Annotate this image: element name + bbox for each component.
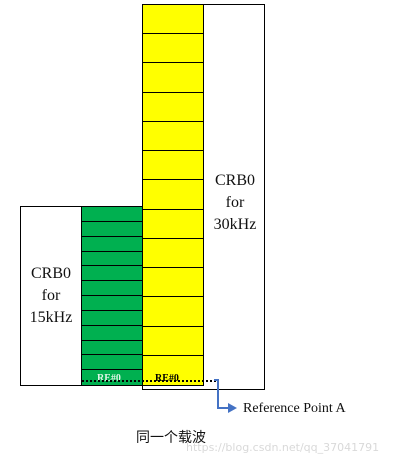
subcarrier-cell-30khz	[143, 5, 203, 34]
subcarrier-cell-15khz	[82, 207, 142, 222]
subcarrier-cell-30khz	[143, 5, 203, 93]
reference-point-a-label: Reference Point A	[243, 401, 346, 416]
subcarrier-cell-15khz	[82, 207, 142, 266]
crb0-30khz-label: CRB0 for 30kHz	[205, 170, 265, 236]
crb0-15khz-label: CRB0 for 15kHz	[21, 263, 81, 329]
subcarrier-cell-15khz	[82, 207, 142, 296]
crb0-15khz-label-line2: for	[41, 287, 61, 304]
subcarrier-cell-15khz	[82, 207, 142, 311]
diagram-caption: 同一个载波	[136, 430, 206, 446]
subcarrier-cell-30khz	[143, 5, 203, 268]
subcarrier-cell-30khz	[143, 5, 203, 210]
subcarrier-cell-15khz	[82, 207, 142, 281]
re0-label-30khz: RE#0	[155, 373, 179, 384]
reference-arrow-head	[228, 403, 237, 413]
subcarrier-cell-30khz	[143, 5, 203, 356]
subcarrier-cell-15khz	[82, 207, 142, 326]
subcarrier-cell-30khz	[143, 5, 203, 180]
crb0-15khz-label-line3: 15kHz	[29, 309, 73, 326]
subcarrier-stack-15khz	[81, 206, 143, 386]
subcarrier-cell-30khz	[143, 5, 203, 327]
subcarrier-cell-15khz	[82, 207, 142, 370]
subcarrier-cell-15khz	[82, 207, 142, 252]
subcarrier-cell-30khz	[143, 5, 203, 122]
crb0-30khz-label-line3: 30kHz	[213, 216, 257, 233]
subcarrier-stack-30khz	[142, 4, 204, 386]
crb0-30khz-label-line2: for	[225, 194, 245, 211]
subcarrier-cell-30khz	[143, 5, 203, 239]
subcarrier-cell-15khz	[82, 207, 142, 237]
subcarrier-cell-30khz	[143, 5, 203, 63]
watermark-text: https://blog.csdn.net/qq_37041791	[186, 441, 380, 454]
subcarrier-cell-30khz	[143, 5, 203, 151]
reference-arrow-line	[214, 379, 228, 409]
subcarrier-cell-30khz	[143, 5, 203, 297]
crb0-30khz-label-line1: CRB0	[214, 172, 255, 189]
subcarrier-cell-15khz	[82, 207, 142, 341]
crb0-15khz-label-line1: CRB0	[30, 265, 71, 282]
subcarrier-cell-15khz	[82, 207, 142, 355]
re0-label-15khz: RE#0	[97, 373, 121, 384]
